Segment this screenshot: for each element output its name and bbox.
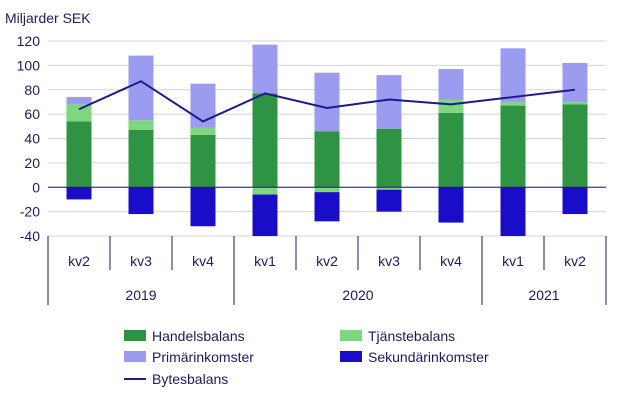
- bar-handelsbalans-1: [128, 129, 154, 188]
- bar-sekundärinkomster-4: [314, 192, 340, 222]
- year-label: 2020: [342, 287, 373, 303]
- bar-tjänstebalans-5: [376, 187, 402, 190]
- category-label: kv4: [192, 253, 214, 269]
- y-tick-label: 60: [24, 106, 40, 122]
- legend-swatch-primärinkomster: [124, 351, 146, 362]
- bar-sekundärinkomster-1: [128, 187, 154, 215]
- bar-primärinkomster-8: [562, 62, 588, 102]
- category-label: kv1: [502, 253, 524, 269]
- legend-label-handelsbalans: Handelsbalans: [152, 328, 245, 344]
- category-label: kv3: [130, 253, 152, 269]
- bar-tjänstebalans-0: [66, 104, 92, 122]
- bar-handelsbalans-4: [314, 131, 340, 188]
- y-tick-label: -20: [20, 204, 40, 220]
- legend-label-sekundärinkomster: Sekundärinkomster: [368, 349, 489, 365]
- bar-primärinkomster-1: [128, 55, 154, 121]
- y-tick-label: 100: [17, 57, 41, 73]
- category-label: kv4: [440, 253, 462, 269]
- y-tick-label: 20: [24, 155, 40, 171]
- bar-tjänstebalans-4: [314, 187, 340, 193]
- bar-sekundärinkomster-2: [190, 187, 216, 227]
- bar-primärinkomster-5: [376, 75, 402, 129]
- bar-primärinkomster-2: [190, 83, 216, 128]
- bar-tjänstebalans-8: [562, 101, 588, 105]
- bar-primärinkomster-7: [500, 48, 526, 102]
- bar-tjänstebalans-6: [438, 99, 464, 113]
- bar-sekundärinkomster-7: [500, 187, 526, 236]
- bar-tjänstebalans-3: [252, 187, 278, 195]
- category-label: kv1: [254, 253, 276, 269]
- axes: -40 -20 0 20 40 60 80 100 120 kv2 kv3 kv4 kv1 kv2 kv3 k…: [17, 33, 607, 305]
- legend: Handelsbalans Tjänstebalans Primärinkomste…: [124, 328, 489, 387]
- bar-handelsbalans-5: [376, 128, 402, 188]
- legend-swatch-tjänstebalans: [340, 330, 362, 341]
- legend-label-tjänstebalans: Tjänstebalans: [368, 328, 455, 344]
- bar-tjänstebalans-1: [128, 120, 154, 130]
- legend-swatch-handelsbalans: [124, 330, 146, 341]
- bar-handelsbalans-8: [562, 104, 588, 188]
- bar-sekundärinkomster-3: [252, 194, 278, 236]
- y-unit-label: Miljarder SEK: [5, 10, 91, 26]
- bar-sekundärinkomster-6: [438, 187, 464, 223]
- category-label: kv2: [68, 253, 90, 269]
- bar-primärinkomster-3: [252, 44, 278, 94]
- bar-handelsbalans-0: [66, 121, 92, 188]
- category-label: kv2: [564, 253, 586, 269]
- legend-label-primärinkomster: Primärinkomster: [152, 349, 254, 365]
- y-tick-label: 80: [24, 82, 40, 98]
- legend-label-bytesbalans: Bytesbalans: [152, 371, 228, 387]
- category-label: kv2: [316, 253, 338, 269]
- y-tick-label: 0: [32, 179, 40, 195]
- bar-primärinkomster-0: [66, 97, 92, 105]
- bar-handelsbalans-2: [190, 134, 216, 188]
- line-bytesbalans: [78, 80, 576, 123]
- bar-primärinkomster-4: [314, 72, 340, 132]
- bar-sekundärinkomster-0: [66, 187, 92, 200]
- year-label: 2019: [125, 287, 156, 303]
- y-tick-label: 120: [17, 33, 41, 49]
- year-label: 2021: [528, 287, 559, 303]
- legend-swatch-sekundärinkomster: [340, 351, 362, 362]
- y-tick-label: 40: [24, 131, 40, 147]
- bar-sekundärinkomster-8: [562, 187, 588, 215]
- bytesbalans-line-group: [78, 80, 576, 123]
- category-label: kv3: [378, 253, 400, 269]
- bars: [66, 44, 588, 236]
- bar-handelsbalans-6: [438, 112, 464, 188]
- y-tick-label: -40: [20, 228, 40, 244]
- bar-handelsbalans-7: [500, 105, 526, 188]
- bar-sekundärinkomster-5: [376, 189, 402, 212]
- bar-tjänstebalans-2: [190, 127, 216, 135]
- bar-handelsbalans-3: [252, 93, 278, 188]
- bar-tjänstebalans-7: [500, 101, 526, 106]
- bar-primärinkomster-6: [438, 69, 464, 100]
